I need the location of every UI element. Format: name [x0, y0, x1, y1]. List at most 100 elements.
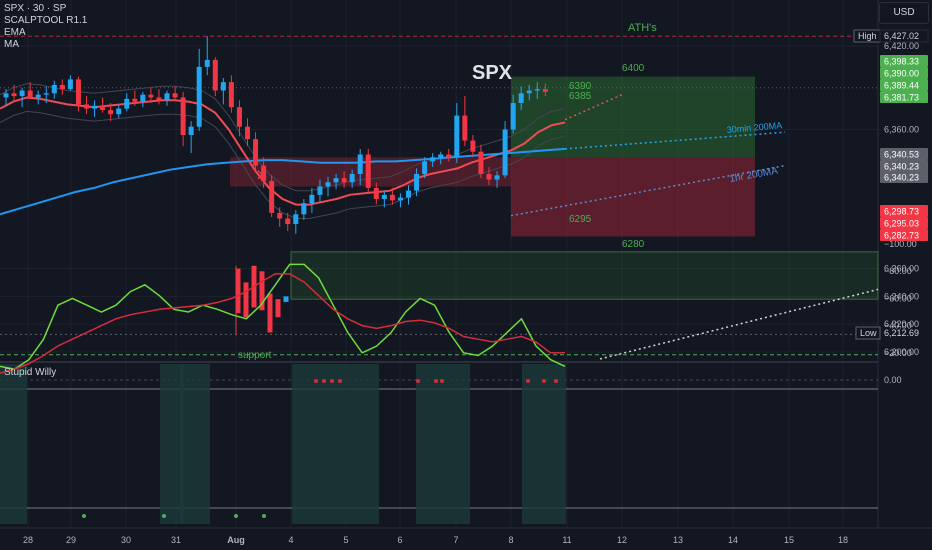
candle-body	[478, 151, 484, 174]
candle-body	[277, 212, 283, 219]
candle-body	[285, 218, 291, 225]
time-tick-label: 8	[508, 535, 513, 545]
indicator-ema[interactable]: EMA	[4, 27, 26, 38]
candle-body	[542, 89, 548, 92]
osc-shade	[180, 364, 210, 524]
price-tag-label: 6,389.44	[884, 81, 919, 91]
candle-body	[164, 93, 170, 101]
osc-tick-label: −60.00	[884, 293, 912, 303]
candle-body	[438, 154, 444, 158]
indicator-scalptool[interactable]: SCALPTOOL R1.1	[4, 15, 88, 26]
candle-body	[67, 79, 73, 90]
candle-body	[446, 154, 452, 158]
ema-projection	[564, 93, 623, 121]
price-tag	[880, 229, 928, 241]
support-label: support	[238, 350, 272, 361]
candle-body	[275, 299, 281, 318]
low-value: 6,212.69	[884, 328, 919, 338]
price-tag	[880, 148, 928, 160]
ma30-label: 30min 200MA	[726, 120, 782, 135]
time-tick-label: 7	[453, 535, 458, 545]
candle-body	[108, 109, 114, 115]
entry-low-label: 6385	[569, 91, 592, 102]
candle-body	[116, 108, 122, 115]
low-tag: Low	[860, 328, 877, 338]
time-tick-label: 6	[397, 535, 402, 545]
time-tick-label: 18	[838, 535, 848, 545]
zone-label: 6280	[622, 239, 645, 250]
osc-shade	[292, 364, 379, 524]
time-tick-label: 5	[343, 535, 348, 545]
candle-body	[11, 93, 17, 97]
candle-body	[422, 161, 428, 174]
time-tick-label: 29	[66, 535, 76, 545]
price-tag	[880, 67, 928, 79]
candle-body	[19, 90, 25, 97]
oscillator-pane	[0, 263, 878, 524]
time-tick-label: 15	[784, 535, 794, 545]
price-tag-label: 6,340.23	[884, 173, 919, 183]
price-tag	[880, 217, 928, 229]
candle-body	[518, 93, 524, 104]
candle-body	[156, 97, 162, 101]
candle-body	[414, 173, 420, 191]
candle-body	[486, 173, 492, 180]
candle-body	[283, 296, 289, 302]
candle-body	[373, 187, 379, 199]
osc-signal-dot	[314, 379, 318, 383]
osc-signal-dot	[554, 379, 558, 383]
candle-body	[212, 59, 218, 91]
time-tick-label: 30	[121, 535, 131, 545]
candle-body	[245, 126, 250, 140]
price-tag-label: 6,282.73	[884, 231, 919, 241]
candle-body	[502, 129, 508, 176]
osc-series-line	[0, 273, 565, 374]
osc-tick-label: 0.00	[884, 375, 902, 385]
candle-body	[124, 98, 130, 109]
axes: 6,200.00 6,220.00 6,240.00 6,260.00 6,360.00…	[23, 41, 928, 545]
price-tick-label: 6,200.00	[884, 347, 919, 357]
candle-body	[261, 165, 267, 181]
candle-body	[140, 94, 146, 102]
price-tick-label: 6,260.00	[884, 264, 919, 274]
time-tick-label: Aug	[227, 535, 245, 545]
candle-body	[365, 154, 371, 188]
time-tick-label: 13	[673, 535, 683, 545]
ma200-line	[0, 147, 566, 216]
ema-line	[0, 96, 566, 206]
candle-body	[381, 194, 387, 199]
ma200-1hr-projection	[510, 164, 786, 217]
candle-body	[389, 194, 395, 201]
osc-signal-dot	[542, 379, 546, 383]
price-tag	[880, 160, 928, 172]
candle-body	[349, 173, 355, 183]
candle-body	[51, 84, 57, 94]
candle-body	[341, 178, 347, 183]
candle-body	[236, 107, 242, 127]
symbol-line[interactable]: SPX · 30 · SP	[4, 3, 67, 14]
osc-signal-dot	[338, 379, 342, 383]
high-value-box	[879, 29, 929, 43]
candle-body	[220, 82, 226, 91]
price-tag-label: 6,390.00	[884, 69, 919, 79]
candle-body	[35, 94, 41, 98]
oscillator-title[interactable]: Stupid Willy	[4, 367, 57, 378]
currency-button[interactable]: USD	[879, 2, 929, 24]
osc-tick-label: −80.00	[884, 266, 912, 276]
candle-body	[84, 104, 89, 109]
candle-body	[301, 203, 307, 215]
candle-body	[59, 84, 65, 90]
target-zone	[511, 76, 755, 158]
osc-signal-dot	[234, 514, 238, 518]
candle-body	[510, 103, 516, 130]
osc-signal-dot	[82, 514, 86, 518]
price-tag-label: 6,295.03	[884, 219, 919, 229]
price-tick-label: 6,420.00	[884, 41, 919, 51]
indicator-ma[interactable]: MA	[4, 39, 19, 50]
candles	[3, 36, 548, 336]
candle-body	[27, 90, 33, 98]
price-tag	[880, 171, 928, 183]
time-tick-label: 4	[288, 535, 293, 545]
osc-shade	[0, 364, 27, 524]
